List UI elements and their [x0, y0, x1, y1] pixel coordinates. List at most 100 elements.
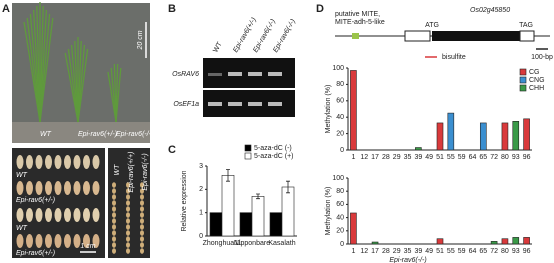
y-axis-label: Methylation (%): [325, 85, 332, 134]
grain: [112, 182, 116, 188]
element-label: MITE-adh-5-like: [335, 19, 385, 26]
grain: [140, 248, 144, 254]
x-tick-label: 12: [360, 248, 368, 255]
x-tick-label: 51: [436, 248, 444, 255]
seed: [92, 181, 100, 195]
grain: [126, 218, 130, 224]
x-tick-label: 49: [425, 154, 433, 161]
grain: [140, 212, 144, 218]
panel-label: A: [2, 3, 10, 15]
y-tick-label: 80: [336, 188, 344, 195]
grain: [126, 182, 130, 188]
gene-label: OsEF1a: [173, 101, 199, 108]
x-tick-label: 35: [404, 154, 412, 161]
seed: [73, 234, 81, 248]
error-bar: [226, 169, 230, 182]
grain: [112, 248, 116, 254]
x-tick-label: 65: [479, 154, 487, 161]
seed: [54, 155, 62, 169]
legend-swatch: [519, 76, 527, 84]
legend-label: CHH: [529, 85, 544, 92]
x-tick-label: 93: [512, 154, 520, 161]
grain: [140, 206, 144, 212]
x-tick-label: 72: [490, 248, 498, 255]
x-tick-label: 29: [393, 154, 401, 161]
legend-label: 5-aza-dC (-): [254, 145, 292, 152]
grain: [112, 236, 116, 242]
y-tick-label: 60: [336, 201, 344, 208]
x-tick-label: 1: [351, 248, 355, 255]
grain: [126, 212, 130, 218]
panel-label: C: [168, 144, 176, 156]
bar: [447, 112, 455, 151]
x-tick-label: 80: [501, 248, 509, 255]
legend-label: CNG: [529, 77, 545, 84]
gene-label: OsRAV6: [172, 71, 199, 78]
grain: [126, 230, 130, 236]
seed: [35, 181, 43, 195]
leaf: [115, 67, 122, 123]
seed: [16, 155, 24, 169]
grain: [126, 242, 130, 248]
plants: [23, 2, 122, 123]
grain: [140, 218, 144, 224]
bar: [350, 70, 357, 151]
bar: [415, 147, 422, 151]
bar: [436, 122, 444, 151]
panicle-label: WT: [114, 164, 121, 176]
seed: [54, 181, 62, 195]
x-tick-label: 64: [469, 248, 477, 255]
bar: [251, 196, 265, 237]
plant-label: Epi-rav6(+/-): [78, 131, 117, 138]
y-tick-label: 20: [336, 228, 344, 235]
seed: [45, 181, 52, 195]
legend-swatch: [244, 144, 252, 152]
panicle-label: Epi-rav6(-/-): [142, 153, 149, 190]
grain: [140, 236, 144, 242]
gene-name: Os02g45850: [470, 7, 510, 14]
bar: [281, 186, 295, 237]
legend-swatch: [519, 84, 527, 92]
x-tick-label: 1: [351, 154, 355, 161]
x-tick-label: 93: [512, 248, 520, 255]
x-tick-label: 65: [479, 248, 487, 255]
leaf: [77, 48, 89, 123]
mite: [352, 33, 359, 39]
x-tick-label: 28: [382, 154, 390, 161]
x-tick-label: 39: [414, 248, 422, 255]
seed: [92, 234, 100, 248]
seed: [64, 234, 71, 248]
y-tick-label: 100: [332, 65, 344, 72]
seed: [45, 155, 52, 169]
legend-label: 5-aza-dC (+): [254, 153, 293, 160]
plant-label: WT: [40, 131, 52, 138]
y-tick-label: 100: [332, 175, 344, 182]
legend-swatch: [519, 68, 527, 76]
x-tick-label: 55: [447, 154, 455, 161]
x-tick-label: 96: [523, 154, 531, 161]
x-tick-label: 29: [393, 248, 401, 255]
grain: [140, 188, 144, 194]
grain: [126, 200, 130, 206]
seed-label: WT: [16, 225, 28, 232]
bar: [523, 237, 530, 245]
bar: [512, 237, 520, 245]
seed: [16, 234, 24, 248]
grain: [140, 200, 144, 206]
y-axis-label: Relative expression: [181, 170, 188, 231]
seed: [83, 181, 90, 195]
x-tick-label: 35: [404, 248, 412, 255]
element-label: putative MITE,: [335, 11, 380, 18]
scale-label: 1 cm: [80, 243, 95, 250]
grain: [112, 242, 116, 248]
y-tick-label: 0: [340, 241, 344, 248]
scale-label: 20 cm: [137, 30, 144, 50]
pots: [12, 122, 150, 143]
x-tick-label: Kasalath: [268, 240, 295, 247]
y-tick-label: 20: [336, 130, 344, 137]
seed: [73, 208, 81, 222]
bar: [371, 241, 379, 245]
seed: [64, 155, 71, 169]
x-axis-label: Epi-rav6(-/-): [389, 257, 426, 263]
